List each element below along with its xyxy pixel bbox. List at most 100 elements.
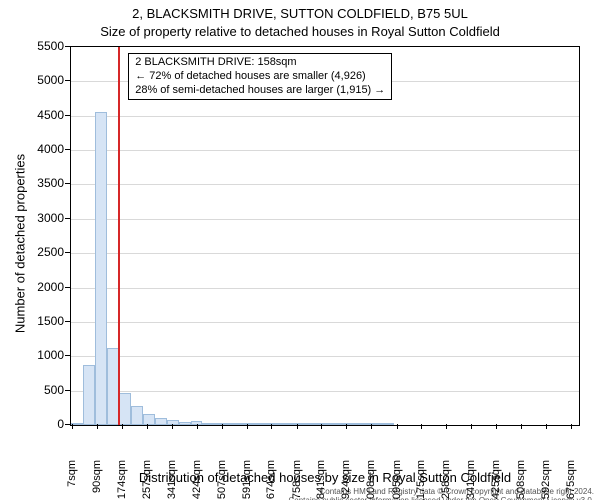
x-tick xyxy=(271,424,272,429)
y-tick xyxy=(65,321,70,322)
histogram-bar xyxy=(95,112,107,425)
x-tick-label: 1175sqm xyxy=(415,460,427,500)
histogram-bar xyxy=(274,423,286,425)
x-tick-label: 1008sqm xyxy=(365,460,377,500)
y-tick xyxy=(65,115,70,116)
histogram-bar xyxy=(226,423,238,425)
gridline xyxy=(71,322,579,323)
x-tick-label: 1095sqm xyxy=(391,460,403,500)
x-tick-label: 257sqm xyxy=(141,460,153,500)
histogram-bar xyxy=(310,423,322,425)
chart-container: 2, BLACKSMITH DRIVE, SUTTON COLDFIELD, B… xyxy=(0,0,600,500)
x-tick xyxy=(571,424,572,429)
x-tick-label: 424sqm xyxy=(191,460,203,500)
histogram-bar xyxy=(322,423,334,425)
chart-title: 2, BLACKSMITH DRIVE, SUTTON COLDFIELD, B… xyxy=(0,6,600,21)
gridline xyxy=(71,288,579,289)
x-tick-label: 1675sqm xyxy=(565,460,577,500)
x-tick xyxy=(222,424,223,429)
gridline xyxy=(71,391,579,392)
y-tick xyxy=(65,355,70,356)
y-tick xyxy=(65,218,70,219)
annotation-line: 28% of semi-detached houses are larger (… xyxy=(135,84,385,98)
x-tick-label: 1341sqm xyxy=(465,460,477,500)
x-tick-label: 174sqm xyxy=(116,460,128,500)
histogram-bar xyxy=(238,423,250,425)
x-tick xyxy=(496,424,497,429)
histogram-bar xyxy=(214,423,226,425)
gridline xyxy=(71,356,579,357)
gridline xyxy=(71,219,579,220)
y-tick-label: 3500 xyxy=(24,176,64,190)
x-tick-label: 1425sqm xyxy=(490,460,502,500)
gridline xyxy=(71,253,579,254)
histogram-bar xyxy=(143,414,155,425)
histogram-bar xyxy=(334,423,346,425)
histogram-bar xyxy=(179,422,191,425)
histogram-bar xyxy=(202,423,214,425)
y-tick-label: 0 xyxy=(24,417,64,431)
y-tick-label: 500 xyxy=(24,383,64,397)
x-tick-label: 758sqm xyxy=(291,460,303,500)
x-tick xyxy=(197,424,198,429)
x-tick xyxy=(97,424,98,429)
y-tick-label: 4000 xyxy=(24,142,64,156)
y-tick-label: 4500 xyxy=(24,108,64,122)
y-tick xyxy=(65,252,70,253)
gridline xyxy=(71,116,579,117)
gridline xyxy=(71,184,579,185)
histogram-bar xyxy=(119,393,131,425)
y-tick-label: 5000 xyxy=(24,73,64,87)
x-tick xyxy=(546,424,547,429)
x-tick-label: 90sqm xyxy=(91,460,103,500)
y-tick-label: 1500 xyxy=(24,314,64,328)
x-tick xyxy=(521,424,522,429)
x-tick xyxy=(147,424,148,429)
histogram-bar xyxy=(83,365,95,425)
gridline xyxy=(71,150,579,151)
x-tick-label: 1508sqm xyxy=(515,460,527,500)
y-tick-label: 3000 xyxy=(24,211,64,225)
y-tick xyxy=(65,80,70,81)
y-tick-label: 5500 xyxy=(24,39,64,53)
x-tick-label: 507sqm xyxy=(216,460,228,500)
y-tick xyxy=(65,183,70,184)
x-tick xyxy=(446,424,447,429)
annotation-box: 2 BLACKSMITH DRIVE: 158sqm← 72% of detac… xyxy=(128,53,392,100)
x-tick xyxy=(122,424,123,429)
y-tick xyxy=(65,390,70,391)
x-tick xyxy=(346,424,347,429)
plot-area: 2 BLACKSMITH DRIVE: 158sqm← 72% of detac… xyxy=(70,46,580,426)
x-tick xyxy=(421,424,422,429)
histogram-bar xyxy=(250,423,262,425)
x-tick xyxy=(72,424,73,429)
histogram-bar xyxy=(298,423,310,425)
y-tick xyxy=(65,149,70,150)
histogram-bar xyxy=(155,418,167,425)
x-tick xyxy=(297,424,298,429)
x-tick-label: 7sqm xyxy=(66,460,78,500)
x-tick xyxy=(471,424,472,429)
y-tick-label: 1000 xyxy=(24,348,64,362)
x-tick-label: 924sqm xyxy=(340,460,352,500)
x-tick-label: 1592sqm xyxy=(540,460,552,500)
x-tick-label: 591sqm xyxy=(241,460,253,500)
annotation-line: 2 BLACKSMITH DRIVE: 158sqm xyxy=(135,56,385,70)
histogram-bar xyxy=(382,423,394,425)
annotation-line: ← 72% of detached houses are smaller (4,… xyxy=(135,70,385,84)
x-tick-label: 341sqm xyxy=(166,460,178,500)
y-tick-label: 2000 xyxy=(24,280,64,294)
histogram-bar xyxy=(131,406,143,425)
x-tick xyxy=(321,424,322,429)
x-tick-label: 674sqm xyxy=(265,460,277,500)
y-tick xyxy=(65,287,70,288)
x-tick-label: 1258sqm xyxy=(440,460,452,500)
x-tick-label: 841sqm xyxy=(315,460,327,500)
y-tick xyxy=(65,46,70,47)
marker-line xyxy=(118,47,120,425)
y-tick xyxy=(65,424,70,425)
x-tick xyxy=(247,424,248,429)
histogram-bar xyxy=(107,348,119,425)
y-tick-label: 2500 xyxy=(24,245,64,259)
x-tick xyxy=(397,424,398,429)
